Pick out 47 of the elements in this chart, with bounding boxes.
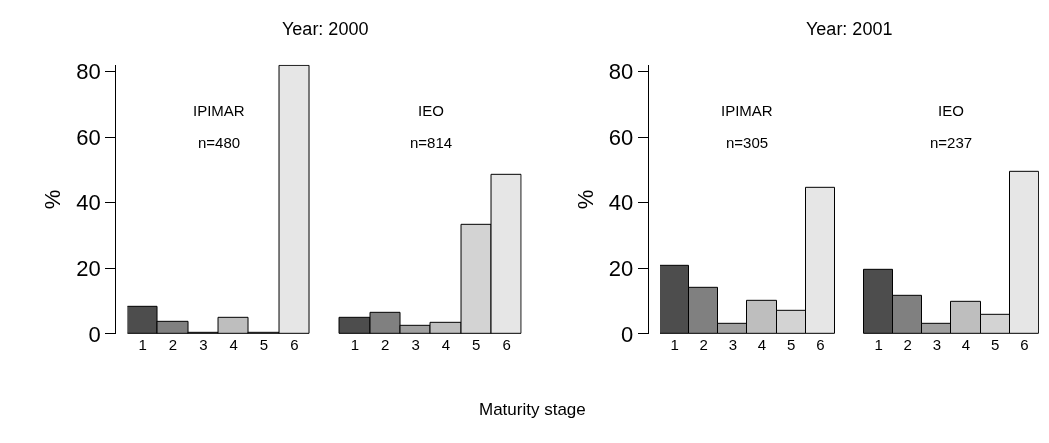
x-tick-label: 4 xyxy=(757,335,767,353)
x-tick-label: 2 xyxy=(381,335,390,353)
x-tick-label: 4 xyxy=(961,335,971,353)
y-tick-label: 20 xyxy=(608,255,634,281)
annotation: IPIMAR xyxy=(721,102,773,119)
y-tick-label: 20 xyxy=(76,255,101,281)
x-tick-label: 2 xyxy=(903,335,912,353)
x-tick-label: 1 xyxy=(350,335,360,353)
x-tick-label: 6 xyxy=(816,335,825,353)
y-tick-label: 60 xyxy=(608,124,634,150)
y-tick-label: 80 xyxy=(76,59,101,85)
x-tick-label: 2 xyxy=(699,335,708,353)
x-tick-label: 5 xyxy=(786,335,796,353)
x-tick-label: 3 xyxy=(728,335,738,353)
x-tick-label: 1 xyxy=(138,335,147,353)
x-tick-label: 3 xyxy=(411,335,420,353)
annotation: IEO xyxy=(938,102,964,119)
annotation: n=814 xyxy=(410,134,453,151)
x-tick-label: 5 xyxy=(990,335,1000,353)
annotation: IEO xyxy=(418,102,444,119)
y-axis-title: % xyxy=(572,189,598,210)
x-tick-label: 5 xyxy=(472,335,481,353)
x-tick-label: 1 xyxy=(670,335,679,353)
x-tick-label: 2 xyxy=(168,335,178,353)
y-tick-label: 80 xyxy=(608,59,634,85)
x-tick-label: 6 xyxy=(502,335,511,353)
x-tick-label: 1 xyxy=(874,335,883,353)
chart-title: Year: 2000 xyxy=(282,19,369,39)
y-tick-label: 0 xyxy=(621,321,634,347)
chart-title: Year: 2001 xyxy=(806,19,893,39)
annotation: n=305 xyxy=(726,134,769,151)
annotation: n=237 xyxy=(930,134,973,151)
x-tick-label: 3 xyxy=(932,335,942,353)
x-axis-title: Maturity stage xyxy=(479,400,586,419)
x-tick-label: 5 xyxy=(259,335,269,353)
x-tick-label: 3 xyxy=(199,335,208,353)
y-axis-title: % xyxy=(40,189,66,210)
x-tick-label: 6 xyxy=(290,335,299,353)
y-tick-label: 40 xyxy=(76,190,101,216)
x-tick-label: 6 xyxy=(1020,335,1029,353)
x-tick-label: 4 xyxy=(441,335,451,353)
annotation: n=480 xyxy=(198,134,241,151)
y-tick-label: 0 xyxy=(88,321,101,347)
x-tick-label: 4 xyxy=(229,335,238,353)
y-tick-label: 40 xyxy=(608,190,634,216)
annotation: IPIMAR xyxy=(193,102,245,119)
y-tick-label: 60 xyxy=(76,124,101,150)
